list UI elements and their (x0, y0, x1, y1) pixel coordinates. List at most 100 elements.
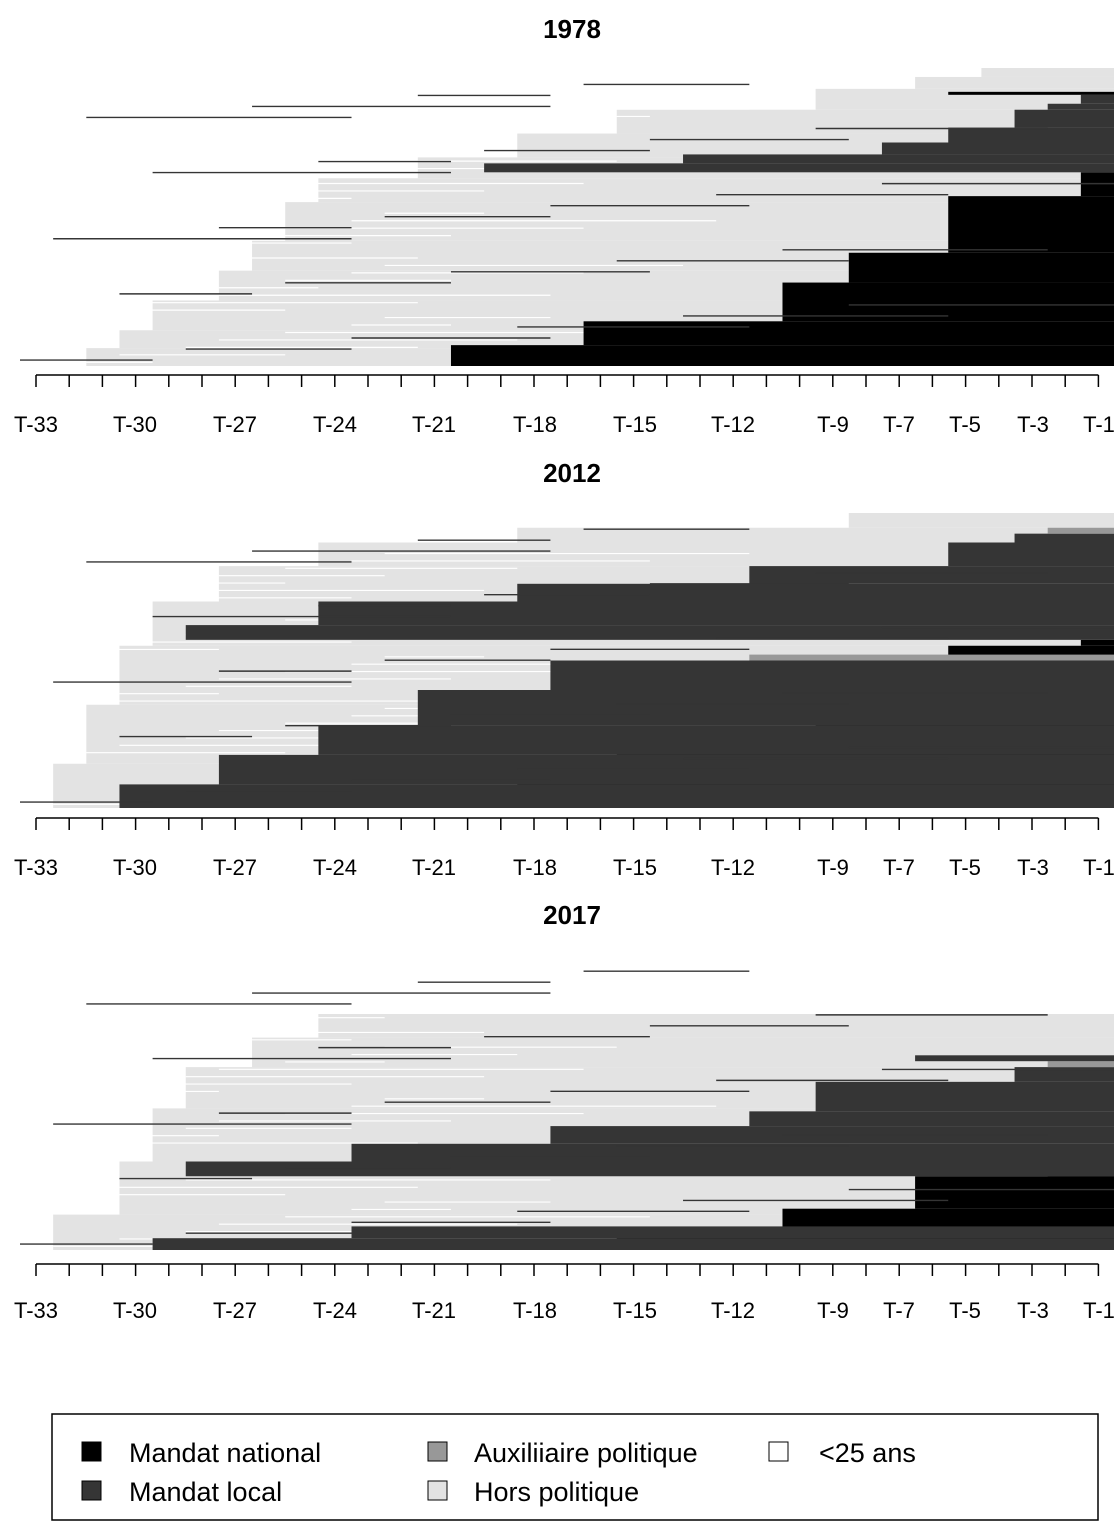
panel-1978: 1978 T-33 T-30 T-27 T-24 T-21 T-18 T-15 T-12 T-9 T… (14, 14, 1115, 437)
band-national (583, 321, 1114, 346)
x-tick-label: T-15 (613, 412, 657, 437)
outside-band (915, 76, 1114, 89)
band-local (749, 1111, 1114, 1127)
band-local (484, 163, 1114, 173)
band-local (417, 690, 1114, 726)
legend-swatch-local (81, 1480, 102, 1501)
x-tick-label: T-18 (513, 412, 557, 437)
x-tick-label: T-12 (711, 1298, 755, 1323)
x-tick-label: T-21 (412, 855, 456, 880)
band-local (683, 154, 1114, 164)
band-auxiliary (1047, 527, 1114, 534)
x-tick-label: T-27 (213, 855, 257, 880)
x-tick-label: T-9 (817, 1298, 849, 1323)
legend-swatch-national (81, 1441, 102, 1462)
legend-label-auxiliary: Auxiliiaire politique (474, 1438, 698, 1468)
outside-band (318, 542, 1114, 567)
band-auxiliary (1047, 1061, 1114, 1068)
x-tick-label: T-30 (113, 855, 157, 880)
x-tick-label: T-33 (14, 855, 58, 880)
legend-swatch-outside (427, 1480, 448, 1501)
x-tick-label: T-7 (883, 412, 915, 437)
band-local (1080, 94, 1114, 104)
legend-box (51, 1413, 1099, 1521)
band-national (1080, 639, 1114, 646)
x-tick-label: T-5 (949, 855, 981, 880)
x-tick-label: T-30 (113, 1298, 157, 1323)
legend-label-under25: <25 ans (819, 1438, 916, 1468)
outside-band (848, 513, 1114, 528)
band-local (948, 127, 1114, 143)
band-local (881, 142, 1114, 155)
panel-title: 1978 (543, 14, 601, 44)
band-national (782, 282, 1114, 322)
x-tick-label: T-33 (14, 412, 58, 437)
x-tick-label: T-12 (711, 855, 755, 880)
band-local (318, 601, 1114, 626)
band-local (517, 583, 1114, 602)
band-auxiliary (749, 654, 1114, 661)
band-national (782, 1208, 1114, 1233)
x-tick-label: T-24 (313, 1298, 357, 1323)
panel-2017: 2017 T-33 T-30 T-27 T-24 T-21 T-18 T-15 T-12 T-9 T… (14, 900, 1115, 1323)
panel-title: 2017 (543, 900, 601, 930)
band-national (948, 91, 1114, 95)
x-tick-label: T-27 (213, 412, 257, 437)
x-tick-label: T-24 (313, 855, 357, 880)
x-tick-label: T-5 (949, 1298, 981, 1323)
legend-label-national: Mandat national (129, 1438, 321, 1468)
x-tick-label: T-3 (1017, 412, 1049, 437)
x-tick-label: T-1 (1083, 1298, 1115, 1323)
band-local (948, 542, 1114, 567)
legend-swatch-under25 (768, 1441, 789, 1462)
band-local (119, 784, 1115, 808)
band-local (749, 566, 1114, 584)
band-local (1014, 533, 1114, 543)
band-local (815, 1081, 1114, 1112)
x-tick-label: T-18 (513, 855, 557, 880)
band-local (1014, 109, 1114, 128)
x-tick-label: T-3 (1017, 855, 1049, 880)
x-tick-label: T-7 (883, 1298, 915, 1323)
band-national (450, 345, 1114, 366)
band-local (1014, 1067, 1114, 1082)
x-tick-label: T-24 (313, 412, 357, 437)
legend: Mandat national Mandat local Auxiliiaire… (51, 1413, 1099, 1521)
x-tick-label: T-1 (1083, 855, 1115, 880)
x-tick-label: T-5 (949, 412, 981, 437)
band-national (948, 196, 1114, 253)
x-tick-label: T-15 (613, 1298, 657, 1323)
x-tick-label: T-7 (883, 855, 915, 880)
panel-2012: 2012 T-33 T-30 T-27 T-24 T-21 T-18 T-15 T-12 T-9 T… (14, 458, 1115, 880)
legend-label-outside: Hors politique (474, 1477, 639, 1507)
x-tick-label: T-30 (113, 412, 157, 437)
x-tick-label: T-9 (817, 412, 849, 437)
outside-band (252, 1037, 1114, 1068)
outside-band (981, 68, 1114, 77)
band-local (1047, 103, 1114, 110)
x-tick-label: T-21 (412, 412, 456, 437)
panel-title: 2012 (543, 458, 601, 488)
x-tick-label: T-18 (513, 1298, 557, 1323)
band-local (152, 1238, 1114, 1250)
x-tick-label: T-1 (1083, 412, 1115, 437)
x-tick-label: T-3 (1017, 1298, 1049, 1323)
outside-band (517, 527, 1114, 543)
band-local (550, 660, 1114, 690)
band-national (915, 1176, 1114, 1209)
x-tick-label: T-9 (817, 855, 849, 880)
x-tick-label: T-12 (711, 412, 755, 437)
legend-label-local: Mandat local (129, 1477, 282, 1507)
x-tick-label: T-21 (412, 1298, 456, 1323)
band-local (915, 1055, 1114, 1062)
band-local (351, 1226, 1114, 1239)
band-local (318, 725, 1114, 755)
x-tick-label: T-33 (14, 1298, 58, 1323)
band-local (185, 625, 1114, 640)
band-national (848, 252, 1114, 283)
x-tick-label: T-27 (213, 1298, 257, 1323)
band-local (185, 1161, 1114, 1177)
legend-swatch-auxiliary (427, 1441, 448, 1462)
x-tick-label: T-15 (613, 855, 657, 880)
